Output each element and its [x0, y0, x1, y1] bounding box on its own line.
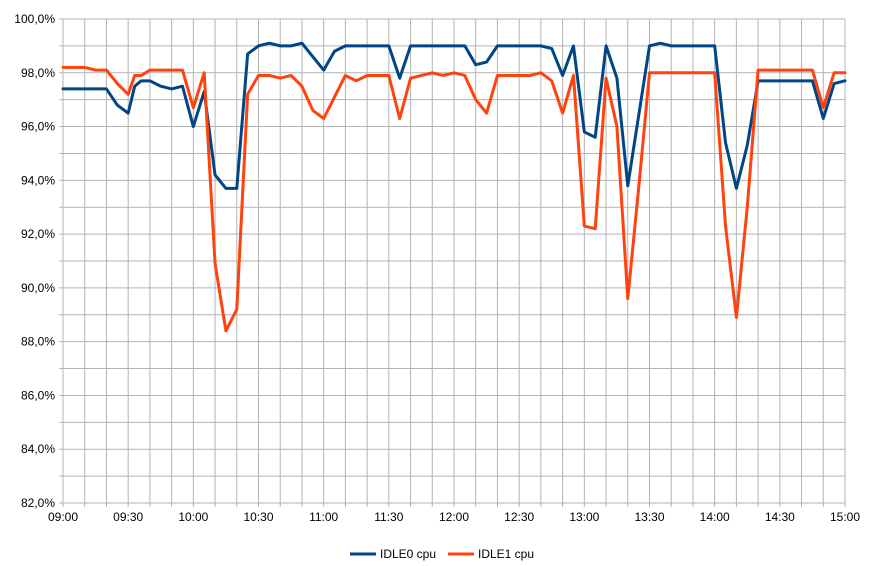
series-lines — [61, 41, 847, 333]
legend-label-idle0: IDLE0 cpu — [380, 547, 436, 561]
y-tick-label: 88,0% — [21, 335, 55, 349]
x-tick-label: 12:00 — [439, 510, 469, 524]
x-tick-label: 11:00 — [309, 510, 338, 524]
legend: IDLE0 cpu IDLE1 cpu — [350, 547, 534, 561]
y-tick-label: 84,0% — [21, 442, 55, 456]
x-tick-label: 09:00 — [48, 510, 78, 524]
x-tick-label: 10:00 — [178, 510, 208, 524]
legend-label-idle1: IDLE1 cpu — [478, 547, 534, 561]
y-tick-label: 96,0% — [21, 120, 55, 134]
y-tick-label: 82,0% — [21, 496, 55, 510]
x-axis-tick-labels: 09:00 09:30 10:00 10:30 11:00 11:30 12:00 12:30… — [48, 510, 860, 524]
x-tick-label: 15:00 — [830, 510, 860, 524]
x-tick-label: 09:30 — [113, 510, 143, 524]
y-tick-label: 90,0% — [21, 281, 55, 295]
y-tick-label: 94,0% — [21, 173, 55, 187]
x-tick-label: 14:00 — [700, 510, 730, 524]
x-tick-label: 13:30 — [634, 510, 664, 524]
x-tick-label: 12:30 — [504, 510, 534, 524]
y-tick-label: 92,0% — [21, 227, 55, 241]
x-tick-label: 14:30 — [765, 510, 795, 524]
series-line-idle1-cpu — [61, 65, 847, 333]
y-tick-label: 98,0% — [21, 66, 55, 80]
x-tick-label: 13:00 — [569, 510, 599, 524]
x-tick-label: 10:30 — [243, 510, 273, 524]
y-axis-tick-labels: 82,0% 84,0% 86,0% 88,0% 90,0% 92,0% 94,0% 96,0%… — [14, 12, 55, 510]
y-tick-label: 100,0% — [14, 12, 55, 26]
y-tick-label: 86,0% — [21, 388, 55, 402]
x-tick-label: 11:30 — [374, 510, 403, 524]
grid-lines — [59, 18, 846, 507]
series-line-idle0-cpu — [61, 41, 847, 190]
